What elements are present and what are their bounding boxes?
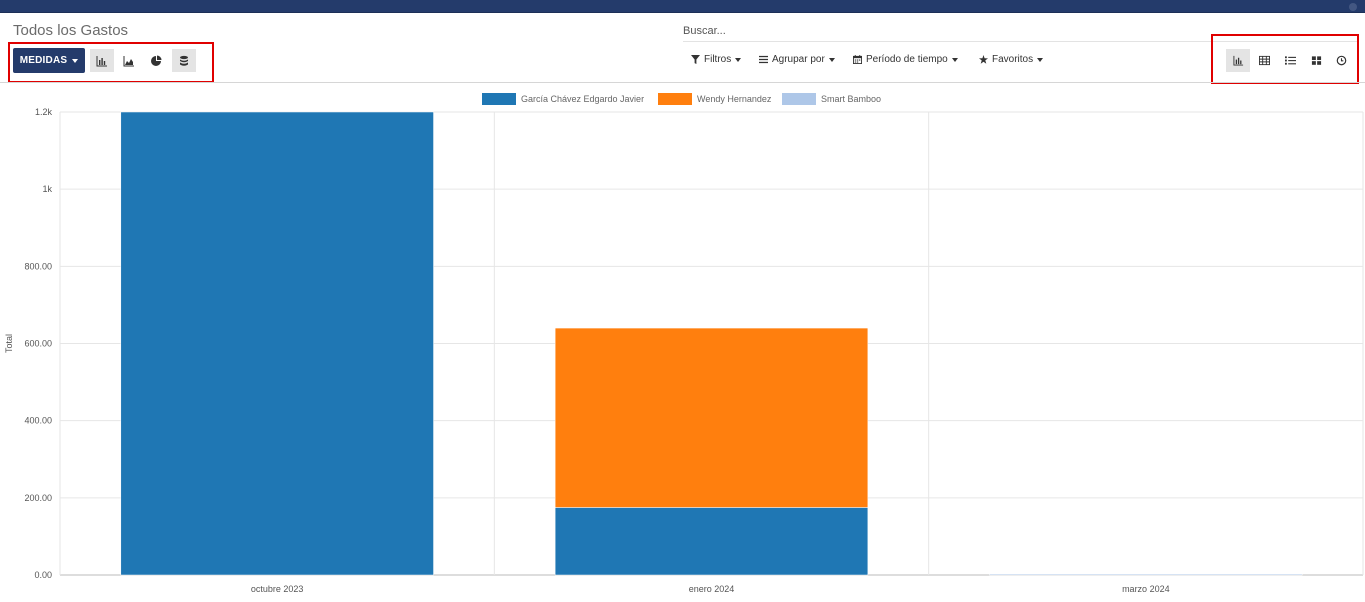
x-tick-label: octubre 2023 <box>251 584 304 594</box>
chevron-down-icon <box>735 57 742 62</box>
chevron-down-icon <box>72 58 79 63</box>
page-title: Todos los Gastos <box>13 22 129 39</box>
y-tick-label: 400.00 <box>24 416 52 426</box>
y-tick-label: 1.2k <box>35 107 53 117</box>
highlight-box-views <box>1211 34 1359 84</box>
time-period-label: Período de tiempo <box>866 54 948 65</box>
legend-item-2[interactable]: Smart Bamboo <box>782 93 881 105</box>
legend-item-1[interactable]: Wendy Hernandez <box>658 93 771 105</box>
favorites-label: Favoritos <box>992 54 1034 65</box>
list-view-button[interactable] <box>1278 49 1302 72</box>
list-view-icon <box>1284 56 1296 65</box>
bar-chart: 0.00 200.00 400.00 600.00 800.00 1k 1.2k Total o… <box>4 107 1364 594</box>
filters-dropdown[interactable]: Filtros <box>691 54 742 65</box>
kanban-view-icon <box>1311 56 1321 65</box>
kanban-view-button[interactable] <box>1304 49 1328 72</box>
legend-label: Smart Bamboo <box>821 94 882 104</box>
graph-view-icon <box>1232 55 1243 66</box>
pie-chart-icon <box>151 55 162 66</box>
stacked-icon <box>180 55 188 66</box>
measures-button[interactable]: MEDIDAS <box>13 48 85 73</box>
calendar-icon <box>853 55 862 64</box>
chevron-down-icon <box>951 57 958 62</box>
group-by-dropdown[interactable]: Agrupar por <box>759 54 835 65</box>
bar-segment <box>989 573 1303 576</box>
bar-chart-icon <box>96 55 107 66</box>
y-tick-label: 800.00 <box>24 261 52 271</box>
legend-swatch <box>782 93 816 105</box>
activity-view-icon <box>1336 55 1346 66</box>
search-input[interactable]: Buscar... <box>683 25 1359 42</box>
legend-label: Wendy Hernandez <box>697 94 772 104</box>
navbar-edge <box>1349 3 1357 11</box>
chevron-down-icon <box>1037 57 1044 62</box>
chevron-down-icon <box>828 57 835 62</box>
legend-label: García Chávez Edgardo Javier <box>521 94 645 104</box>
bar-segment <box>120 111 434 576</box>
y-axis-label: Total <box>4 334 14 353</box>
pie-chart-button[interactable] <box>144 49 168 72</box>
legend-item-0[interactable]: García Chávez Edgardo Javier <box>482 93 644 105</box>
bar-segment <box>554 327 869 508</box>
y-tick-label: 600.00 <box>24 339 52 349</box>
x-tick-label: marzo 2024 <box>1122 584 1170 594</box>
favorites-dropdown[interactable]: Favoritos <box>979 54 1044 65</box>
y-tick-label: 0.00 <box>34 570 52 580</box>
stacked-toggle-button[interactable] <box>172 49 196 72</box>
top-navbar <box>0 0 1365 13</box>
bar-segment <box>554 507 869 576</box>
pivot-view-button[interactable] <box>1252 49 1276 72</box>
legend-swatch <box>482 93 516 105</box>
line-chart-icon <box>123 55 134 66</box>
filter-icon <box>691 55 700 64</box>
line-chart-button[interactable] <box>117 49 141 72</box>
x-tick-label: enero 2024 <box>689 584 735 594</box>
activity-view-button[interactable] <box>1329 49 1353 72</box>
graph-view-button[interactable] <box>1226 49 1250 72</box>
time-period-dropdown[interactable]: Período de tiempo <box>853 54 958 65</box>
legend-swatch <box>658 93 692 105</box>
group-by-label: Agrupar por <box>772 54 825 65</box>
filters-label: Filtros <box>704 54 732 65</box>
pivot-view-icon <box>1258 55 1270 66</box>
group-by-icon <box>759 55 768 64</box>
star-icon <box>979 55 988 64</box>
measures-label: MEDIDAS <box>19 55 68 66</box>
y-tick-label: 200.00 <box>24 493 52 503</box>
y-tick-label: 1k <box>42 184 52 194</box>
bar-chart-button[interactable] <box>90 49 114 72</box>
toolbar-divider <box>0 82 1365 83</box>
